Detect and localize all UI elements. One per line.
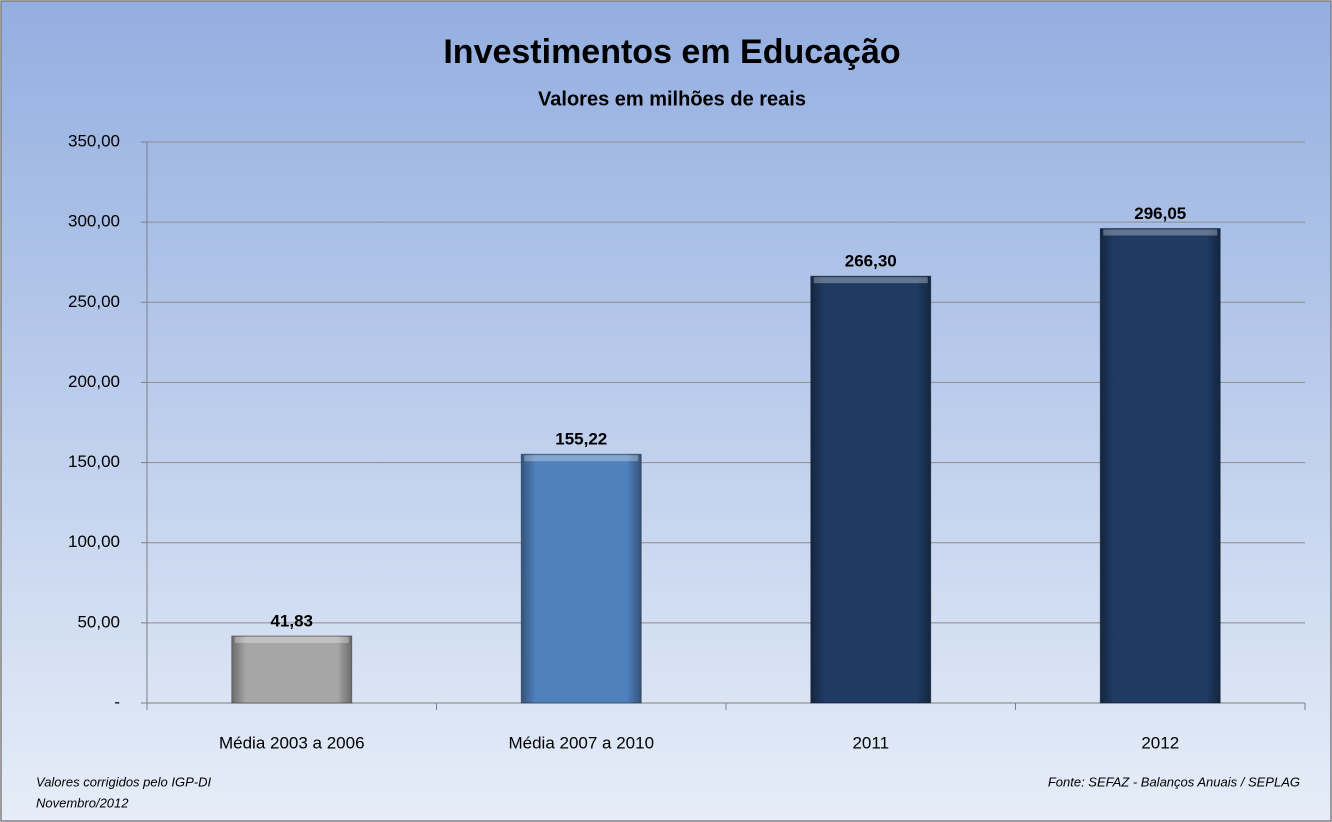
y-tick-label: 200,00 xyxy=(68,372,120,391)
bar-bevel xyxy=(1100,228,1221,704)
y-tick-label: 350,00 xyxy=(68,131,120,150)
value-label: 296,05 xyxy=(1134,204,1186,223)
bar-bevel xyxy=(521,454,642,703)
bar-highlight xyxy=(524,455,639,462)
footnote: Novembro/2012 xyxy=(36,795,129,810)
bar-bevel xyxy=(231,635,352,703)
y-tick-label: 250,00 xyxy=(68,292,120,311)
source-note: Fonte: SEFAZ - Balanços Anuais / SEPLAG xyxy=(1048,774,1300,789)
bar-highlight xyxy=(1103,229,1218,236)
value-label: 41,83 xyxy=(270,611,313,630)
y-tick-label: 50,00 xyxy=(77,612,120,631)
chart-subtitle: Valores em milhões de reais xyxy=(538,88,806,110)
x-tick-label: Média 2007 a 2010 xyxy=(508,733,654,752)
y-tick-label: 150,00 xyxy=(68,452,120,471)
bar-bevel xyxy=(810,276,931,703)
x-tick-label: Média 2003 a 2006 xyxy=(219,733,365,752)
footnote: Valores corrigidos pelo IGP-DI xyxy=(36,774,211,789)
x-tick-label: 2012 xyxy=(1141,733,1179,752)
bar-highlight xyxy=(234,636,349,643)
value-label: 266,30 xyxy=(845,252,897,271)
value-label: 155,22 xyxy=(555,430,607,449)
y-tick-label: 300,00 xyxy=(68,212,120,231)
chart-title: Investimentos em Educação xyxy=(443,33,900,71)
x-tick-label: 2011 xyxy=(852,733,889,752)
y-tick-label: - xyxy=(114,692,120,711)
bar-highlight xyxy=(813,277,928,284)
y-tick-label: 100,00 xyxy=(68,532,120,551)
